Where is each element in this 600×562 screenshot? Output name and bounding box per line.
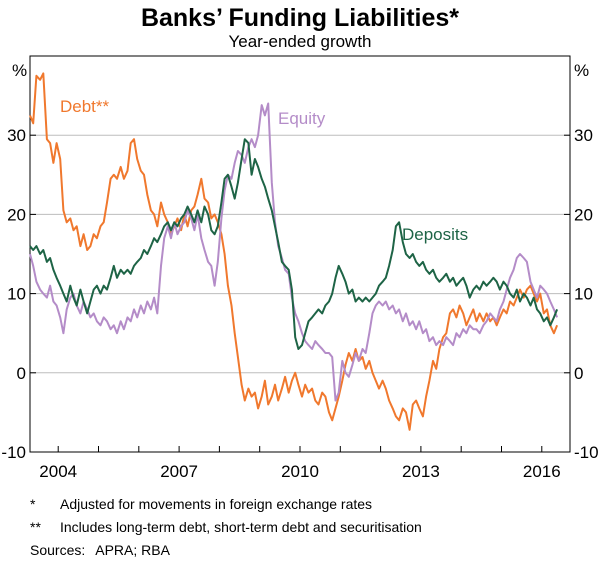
chart-title: Banks’ Funding Liabilities* bbox=[141, 4, 459, 32]
series-label-equity: Equity bbox=[278, 109, 326, 128]
x-tick-label: 2013 bbox=[402, 462, 440, 481]
y-tick-label-right: 0 bbox=[574, 364, 583, 383]
chart-notes: * Adjusted for movements in foreign exch… bbox=[30, 493, 422, 562]
y-tick-label-right: 30 bbox=[574, 126, 593, 145]
y-tick-label-left: 20 bbox=[7, 205, 26, 224]
footnote-2: ** Includes long-term debt, short-term d… bbox=[30, 516, 422, 539]
line-chart: Banks’ Funding Liabilities* Year-ended g… bbox=[1, 4, 598, 481]
y-tick-label-right: 20 bbox=[574, 205, 593, 224]
y-tick-label-right: -10 bbox=[574, 443, 599, 462]
footnote-mark: ** bbox=[30, 519, 41, 535]
series-lines bbox=[29, 72, 559, 431]
sources-text: APRA; RBA bbox=[95, 542, 170, 558]
footnote-1: * Adjusted for movements in foreign exch… bbox=[30, 493, 422, 516]
sources: Sources: APRA; RBA bbox=[30, 539, 422, 562]
footnote-mark: * bbox=[30, 496, 36, 512]
y-tick-label-left: -10 bbox=[1, 443, 26, 462]
y-tick-label-left: 30 bbox=[7, 126, 26, 145]
y-tick-label-left: 10 bbox=[7, 285, 26, 304]
series-label-deposits: Deposits bbox=[402, 225, 468, 244]
x-tick-label: 2016 bbox=[523, 462, 561, 481]
footnote-text: Adjusted for movements in foreign exchan… bbox=[60, 496, 373, 512]
sources-label: Sources: bbox=[30, 542, 86, 558]
axis-ticks: -10 -10 0 0 10 10 20 20 30 30 2004 2007 2010 2013 2016 bbox=[1, 126, 598, 481]
series-line-deposits bbox=[29, 138, 559, 350]
series-label-debt: Debt** bbox=[60, 97, 110, 116]
series-line-equity bbox=[29, 102, 559, 402]
chart-subtitle: Year-ended growth bbox=[228, 32, 371, 51]
gridlines bbox=[30, 134, 570, 374]
y-axis-unit-left: % bbox=[12, 61, 27, 80]
x-tick-label: 2007 bbox=[160, 462, 198, 481]
y-tick-label-left: 0 bbox=[17, 364, 26, 383]
x-tick-label: 2004 bbox=[39, 462, 77, 481]
series-line-debt bbox=[29, 72, 559, 431]
footnote-text: Includes long-term debt, short-term debt… bbox=[60, 519, 422, 535]
y-tick-label-right: 10 bbox=[574, 285, 593, 304]
x-tick-label: 2010 bbox=[281, 462, 319, 481]
y-axis-unit-right: % bbox=[574, 61, 589, 80]
